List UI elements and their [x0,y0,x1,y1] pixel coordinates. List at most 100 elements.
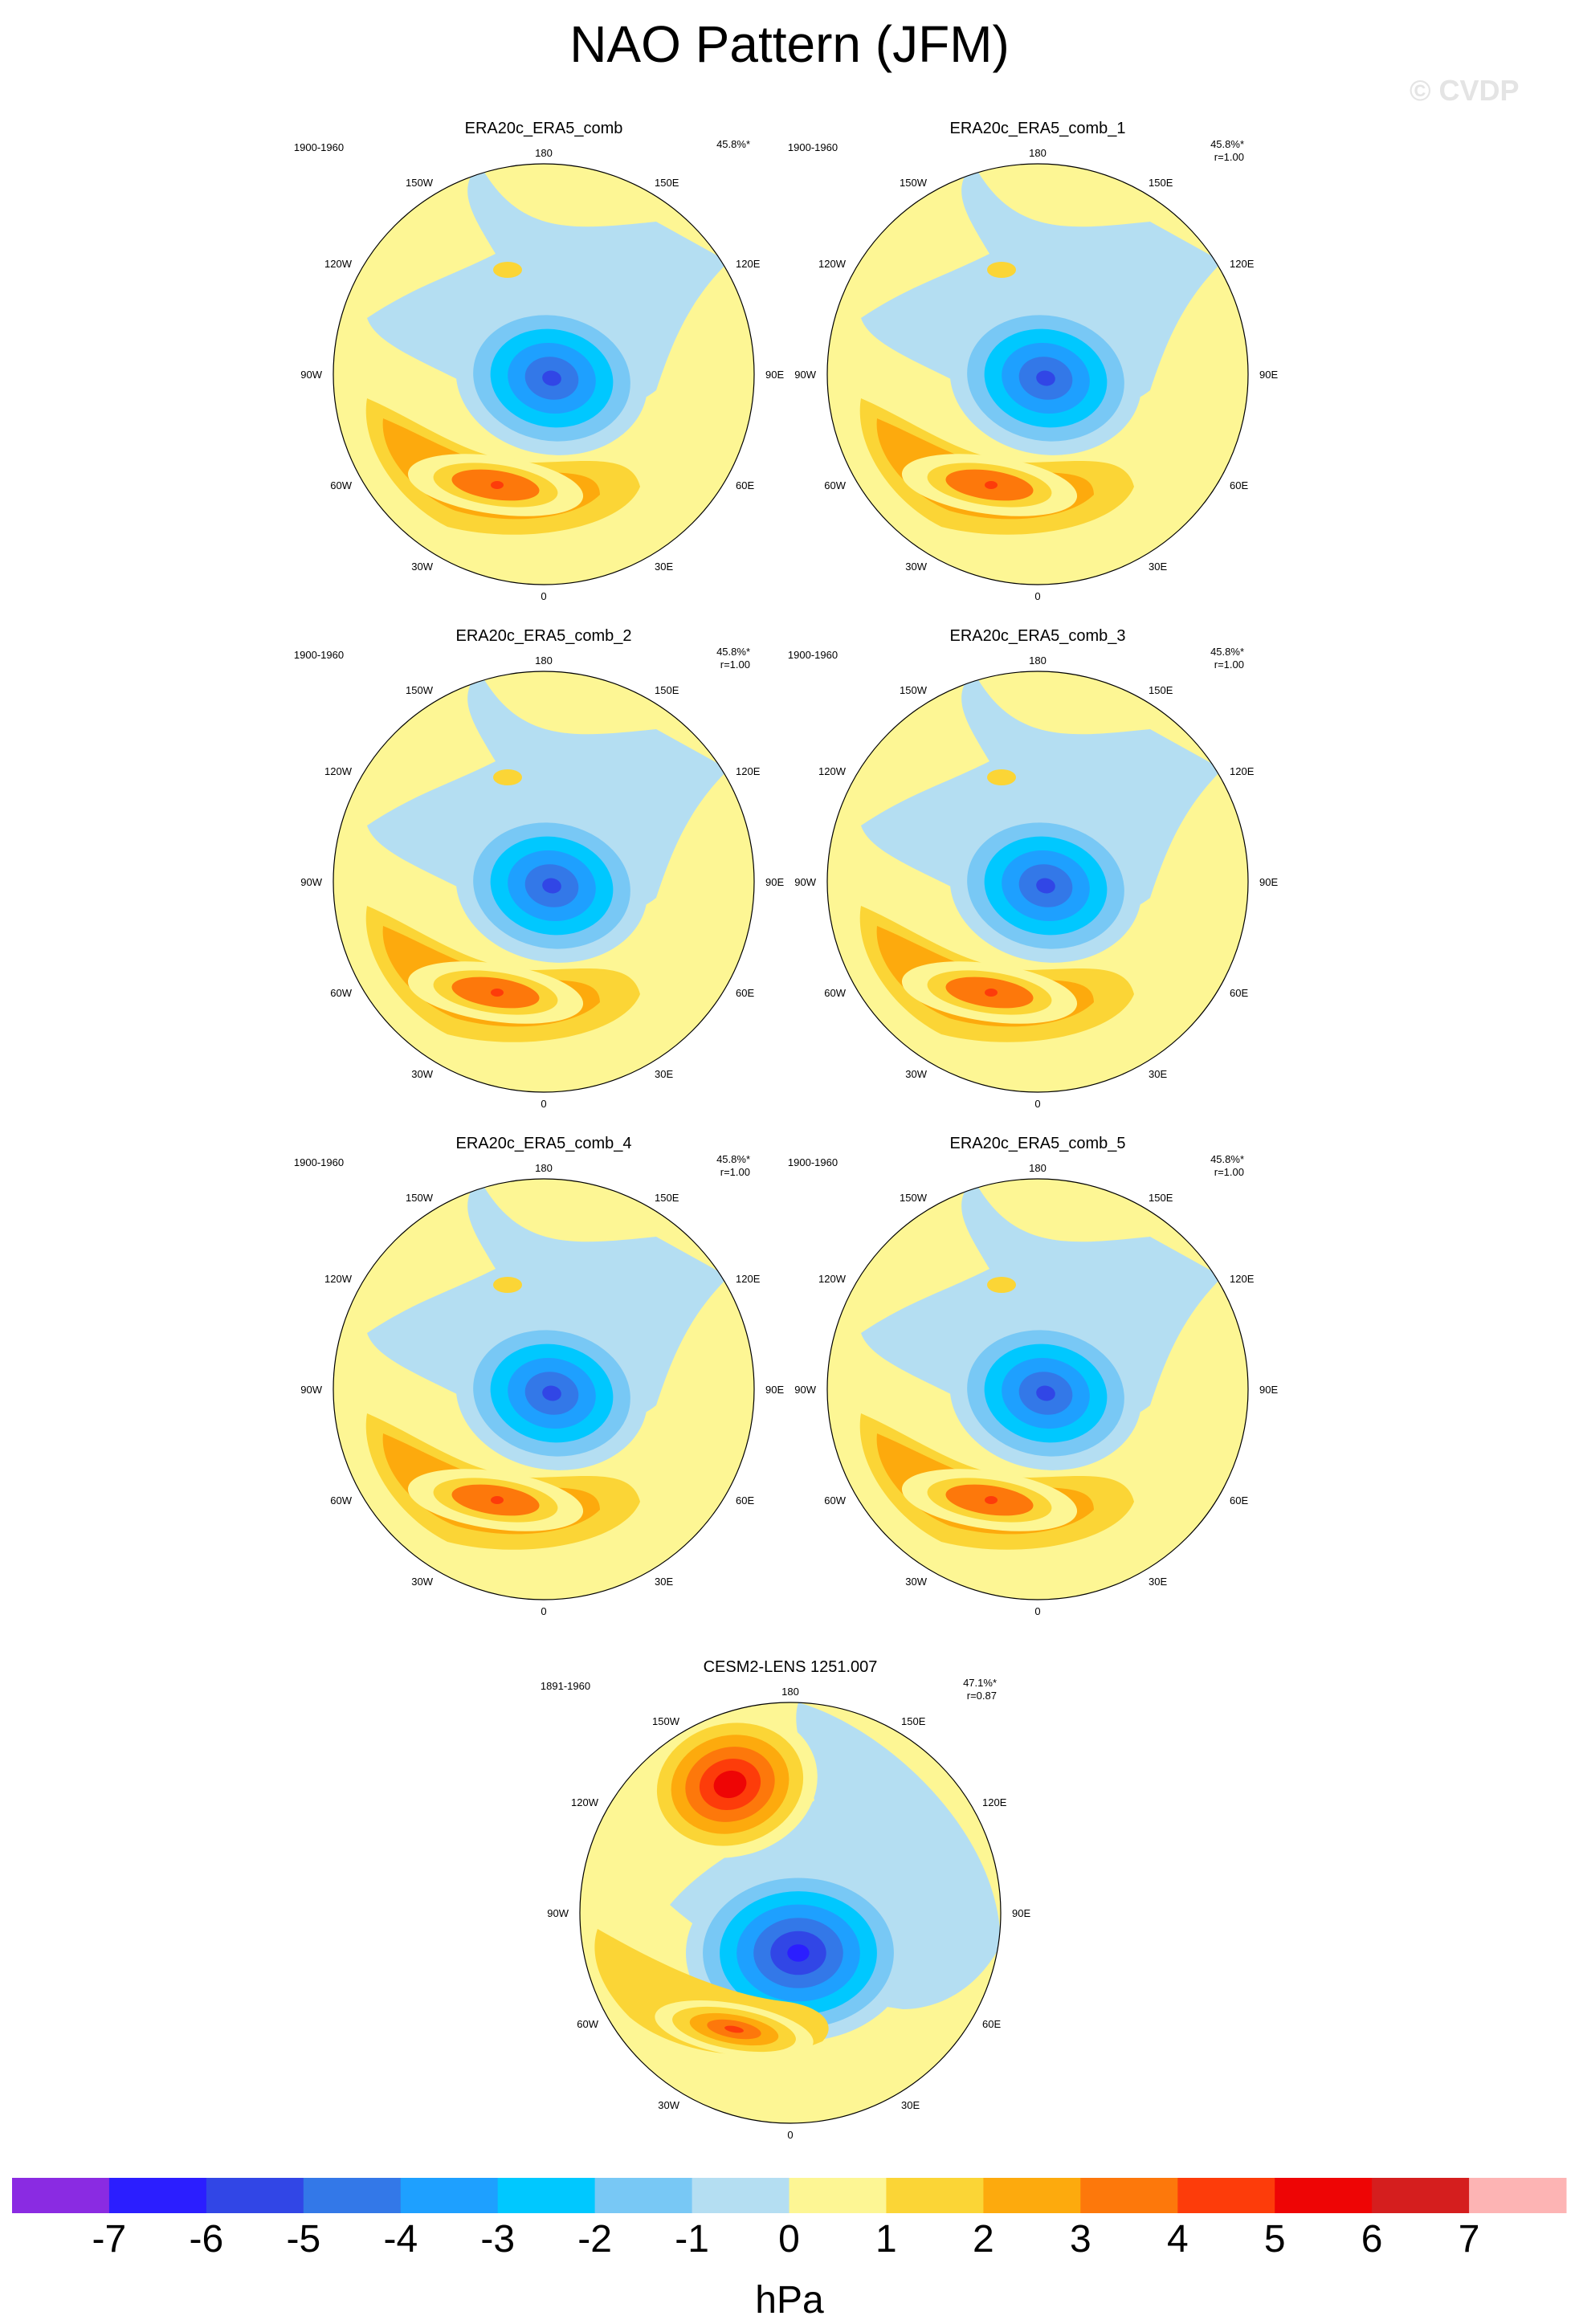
lon-label: 90E [1259,369,1278,381]
contour-level-neg-6 [1036,878,1055,894]
lon-label: 150E [655,1192,679,1204]
contour-level-pos-2 [987,1277,1016,1293]
colorbar: -7 -6 -5 -4 -3 -2 -1 0 1 2 3 4 5 6 7 hPa [12,2178,1567,2322]
lon-label: 120W [818,1273,847,1285]
colorbar-tick-label: 1 [875,2218,897,2261]
map-boundary [333,163,755,585]
panel-title: ERA20c_ERA5_comb_5 [949,1135,1125,1152]
panel-title: CESM2-LENS 1251.007 [704,1658,878,1676]
colorbar-tick-label: 0 [778,2218,800,2261]
lon-label: 0 [541,590,546,602]
panel-correlation: r=0.87 [967,1690,997,1702]
lon-label: 90W [300,876,322,888]
lon-label: 120W [324,258,353,270]
contour-level-pos-6 [713,1770,747,1799]
colorbar-tick-label: -5 [286,2218,320,2261]
panel-period: 1900-1960 [294,1156,344,1168]
map-panel: ERA20c_ERA5_comb_2 1900-1960 45.8%*r=1.00 1… [294,627,785,1110]
panel-variance-pct: 45.8%* [1210,138,1244,150]
panel-variance-pct: 47.1%* [963,1677,997,1689]
map-field [580,1702,1001,2123]
contour-level-neg-6 [1036,1385,1055,1401]
lon-label: 150E [1149,684,1173,696]
map-panel: ERA20c_ERA5_comb_1 1900-1960 45.8%*r=1.00 1… [788,120,1279,602]
lon-label: 150W [406,1192,434,1204]
contour-level-pos-2 [493,262,522,278]
lon-label: 150E [901,1715,926,1727]
map-field [333,671,754,1092]
lon-label: 60W [330,479,352,491]
lon-label: 60W [824,1494,846,1507]
colorbar-swatch [1080,2178,1178,2213]
map-field [827,1179,1248,1600]
lon-label: 120W [324,765,353,777]
colorbar-tick-label: 5 [1264,2218,1286,2261]
panel-period: 1900-1960 [788,1156,838,1168]
colorbar-tick-label: -2 [577,2218,612,2261]
lon-label: 150E [655,177,679,189]
contour-level-pos-5 [491,989,504,997]
panel-variance-pct: 45.8%* [716,1153,750,1165]
panel-correlation: r=1.00 [1214,151,1244,163]
lon-label: 90E [765,1384,784,1396]
lon-label: 120E [736,765,761,777]
colorbar-tick-label: -1 [675,2218,709,2261]
lon-label: 90W [547,1907,569,1919]
colorbar-swatch [1469,2178,1567,2213]
lon-label: 90E [1259,1384,1278,1396]
map-field [333,1179,754,1600]
watermark: © CVDP [1410,74,1520,107]
panel-title: ERA20c_ERA5_comb_2 [455,627,631,645]
lon-label: 30W [411,561,433,573]
lon-label: 150W [652,1715,680,1727]
colorbar-swatch [303,2178,402,2213]
panel-variance-pct: 45.8%* [1210,646,1244,658]
contour-level-neg-7 [787,1944,810,1962]
lon-label: 30E [655,1068,673,1080]
lon-label: 150E [1149,1192,1173,1204]
contour-level-neg-6 [542,1385,561,1401]
colorbar-tick-label: 6 [1361,2218,1383,2261]
map-field [827,671,1248,1092]
colorbar-swatch [886,2178,984,2213]
lon-label: 120E [736,1273,761,1285]
lon-label: 120E [736,258,761,270]
colorbar-tick-label: 4 [1167,2218,1189,2261]
lon-label: 120W [818,258,847,270]
lon-label: 90W [794,369,816,381]
lon-label: 0 [1034,590,1040,602]
panel-title: ERA20c_ERA5_comb_4 [455,1135,631,1152]
lon-label: 0 [541,1098,546,1110]
panel-period: 1891-1960 [541,1680,590,1692]
lon-label: 90W [794,876,816,888]
map-field [827,164,1248,585]
map-boundary [826,671,1249,1093]
contour-level-pos-5 [985,989,998,997]
colorbar-swatch [1275,2178,1373,2213]
lon-label: 90E [765,876,784,888]
lon-label: 0 [1034,1098,1040,1110]
colorbar-tick-label: -7 [92,2218,127,2261]
lon-label: 30E [1149,561,1167,573]
colorbar-swatch [1177,2178,1275,2213]
map-panel: ERA20c_ERA5_comb 1900-1960 45.8%* 180 150E 12… [294,120,785,602]
panel-correlation: r=1.00 [1214,1166,1244,1178]
panel-period: 1900-1960 [294,649,344,661]
lon-label: 60W [577,2018,598,2030]
lon-label: 60E [1230,1494,1248,1507]
lon-label: 150W [900,1192,928,1204]
lon-label: 60E [982,2018,1001,2030]
panel-period: 1900-1960 [788,141,838,153]
colorbar-tick-label: -3 [480,2218,515,2261]
lon-label: 30W [411,1576,433,1588]
panel-period: 1900-1960 [788,649,838,661]
lon-label: 180 [1029,147,1047,159]
panel-title: ERA20c_ERA5_comb_3 [949,627,1125,645]
lon-label: 0 [1034,1605,1040,1617]
lon-label: 90E [1259,876,1278,888]
lon-label: 150W [900,177,928,189]
contour-level-pos-2 [987,262,1016,278]
lon-label: 150E [655,684,679,696]
map-boundary [826,1178,1249,1600]
lon-label: 120E [1230,765,1255,777]
